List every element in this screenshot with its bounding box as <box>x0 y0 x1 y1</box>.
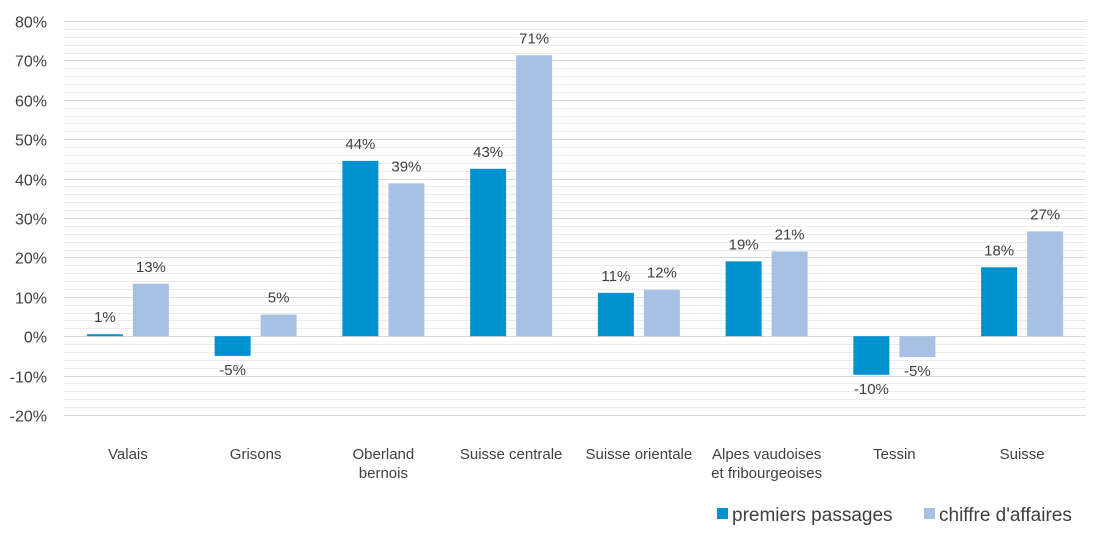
y-tick-label: 60% <box>15 94 47 111</box>
y-tick-label: 70% <box>15 54 47 71</box>
y-tick-label: -20% <box>10 409 47 426</box>
gridlines <box>64 21 1086 416</box>
data-label: 27% <box>1030 206 1060 223</box>
x-category-label: bernois <box>359 465 408 482</box>
y-tick-label: 80% <box>15 15 47 32</box>
bar-chiffre-affaires <box>643 289 680 337</box>
y-axis: -20% -10% 0% 10% 20% 30% 40% 50% 60% 70% 80% <box>10 15 47 426</box>
data-label: -5% <box>219 362 246 379</box>
data-label: 44% <box>345 136 375 153</box>
bar-premiers-passages <box>86 334 123 337</box>
bar-premiers-passages <box>725 261 762 337</box>
x-category-label: Tessin <box>873 446 916 463</box>
data-label: 13% <box>136 259 166 276</box>
x-category-label: Grisons <box>230 446 282 463</box>
x-category-label: Suisse orientale <box>586 446 693 463</box>
legend-label: chiffre d'affaires <box>939 505 1072 526</box>
y-tick-label: -10% <box>10 370 47 387</box>
bar-premiers-passages <box>597 292 634 337</box>
x-axis: Valais Grisons Oberland bernois Suisse centr… <box>108 446 1045 482</box>
bar-chiffre-affaires <box>516 55 553 337</box>
bar-chiffre-affaires <box>388 183 425 337</box>
bar-premiers-passages <box>342 160 379 337</box>
bar-premiers-passages <box>981 267 1018 337</box>
y-tick-label: 20% <box>15 251 47 268</box>
x-category-label: Oberland <box>353 446 415 463</box>
y-tick-label: 40% <box>15 173 47 190</box>
data-label: 39% <box>391 158 421 175</box>
x-category-label: et fribourgeoises <box>711 465 822 482</box>
x-category-label: Suisse <box>1000 446 1045 463</box>
bar-chiffre-affaires <box>1027 231 1064 337</box>
bar-chiffre-affaires <box>771 251 808 337</box>
data-label: 21% <box>775 226 805 243</box>
legend-label: premiers passages <box>732 505 893 526</box>
data-label: 18% <box>984 242 1014 259</box>
data-labels: 1% 13% -5% 5% 44% 39% 43% 71% 11% 12% 19% 21% -10% -5… <box>94 30 1060 398</box>
y-tick-label: 10% <box>15 291 47 308</box>
data-label: 1% <box>94 309 116 326</box>
data-label: 11% <box>601 268 630 285</box>
bar-chiffre-affaires <box>260 314 297 337</box>
bar-chiffre-affaires <box>132 283 169 337</box>
data-label: 19% <box>729 236 759 253</box>
x-category-label: Suisse centrale <box>460 446 563 463</box>
y-tick-label: 30% <box>15 212 47 229</box>
bar-premiers-passages <box>853 336 890 375</box>
y-tick-label: 0% <box>24 330 47 347</box>
data-label: 5% <box>268 290 290 307</box>
legend: premiers passages chiffre d'affaires <box>717 505 1072 526</box>
data-label: 43% <box>473 144 503 161</box>
legend-swatch <box>717 508 728 519</box>
data-label: 12% <box>647 265 677 282</box>
legend-swatch <box>924 508 935 519</box>
y-tick-label: 50% <box>15 133 47 150</box>
data-label: 71% <box>519 30 549 47</box>
bar-premiers-passages <box>214 336 251 356</box>
x-category-label: Alpes vaudoises <box>712 446 821 463</box>
bar-chiffre-affaires <box>899 336 936 358</box>
data-label: -10% <box>854 381 889 398</box>
data-label: -5% <box>904 363 931 380</box>
bar-premiers-passages <box>470 168 507 337</box>
bars <box>86 55 1064 375</box>
x-category-label: Valais <box>108 446 148 463</box>
